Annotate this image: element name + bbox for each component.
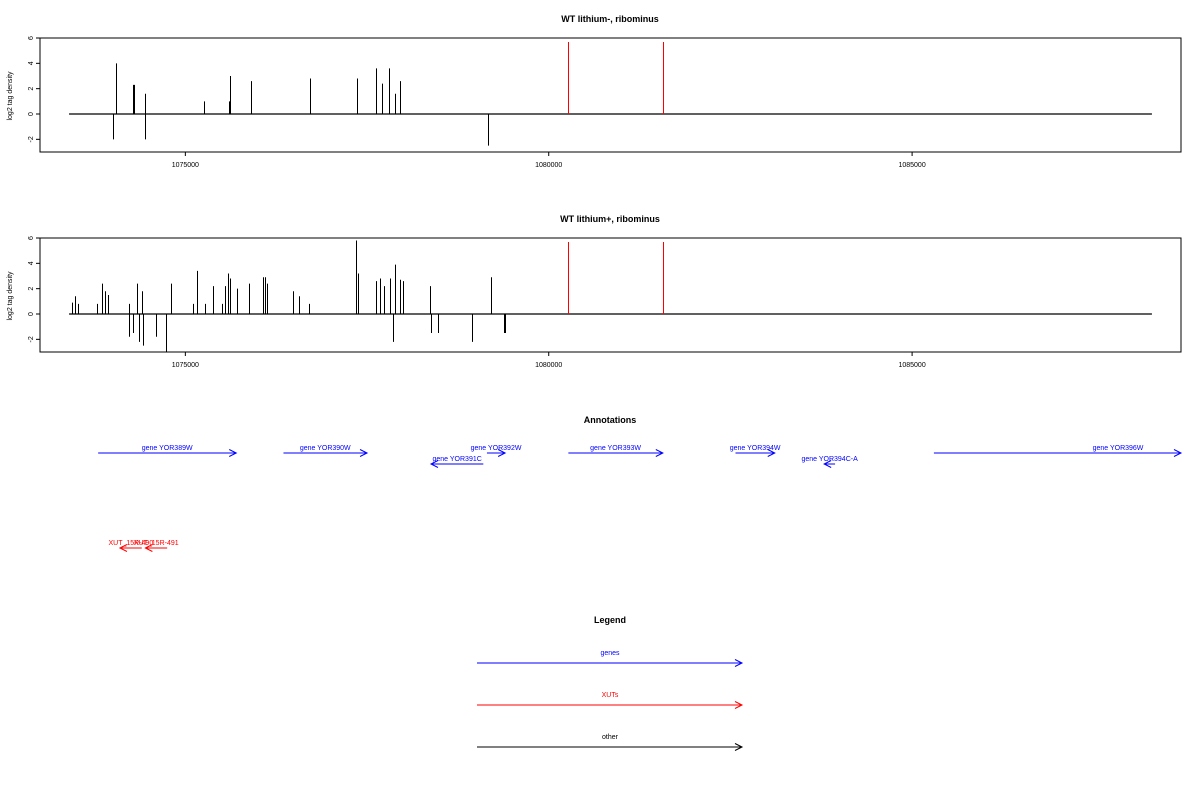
y-tick-label: 2 [28, 287, 35, 291]
panel-title: WT lithium+, ribominus [560, 214, 660, 224]
annotations-title: Annotations [584, 415, 637, 425]
strand-arrowhead [734, 659, 744, 667]
feature-label: gene YOR391C [433, 456, 482, 463]
y-tick-label: -2 [28, 336, 35, 342]
legend-label: other [602, 734, 619, 741]
legend-label: XUTs [602, 692, 619, 699]
strand-arrowhead [734, 701, 744, 709]
chart-marks: -2 0 2 4 6 1075000 1080000 1085000 [28, 236, 1152, 369]
annotation-features: gene YOR389W gene YOR390W gene YOR391C gene… [98, 445, 1183, 552]
strand-arrowhead [655, 449, 664, 457]
feature-label: gene YOR389W [142, 445, 193, 452]
strand-arrowhead [228, 449, 238, 457]
feature-label: gene YOR394C-A [801, 456, 858, 463]
legend-label: genes [600, 650, 620, 657]
strand-arrowhead [429, 460, 439, 468]
legend-title: Legend [594, 615, 626, 625]
strand-arrowhead [767, 449, 776, 457]
y-tick-label: 4 [28, 61, 35, 65]
plot-frame [39, 37, 1182, 153]
x-tick-label: 1085000 [898, 162, 925, 169]
y-axis-label: log2 tag density [7, 271, 14, 321]
y-axis-label: log2 tag density [7, 71, 14, 121]
x-tick-label: 1080000 [535, 362, 562, 369]
legend: Legend genes XUTs other [477, 615, 744, 751]
x-tick-label: 1085000 [898, 362, 925, 369]
strand-arrowhead [823, 460, 832, 468]
y-tick-label: 2 [28, 87, 35, 91]
y-tick-label: 0 [28, 112, 35, 116]
x-tick-label: 1075000 [172, 162, 199, 169]
track-panel-lithium-plus: WT lithium+, ribominus log2 tag density … [7, 214, 1182, 369]
strand-arrowhead [118, 544, 128, 552]
feature-label: gene YOR393W [590, 445, 641, 452]
plot-frame [39, 237, 1182, 353]
panel-title: WT lithium-, ribominus [561, 14, 659, 24]
x-tick-label: 1075000 [172, 362, 199, 369]
x-tick-label: 1080000 [535, 162, 562, 169]
feature-label: gene YOR390W [300, 445, 351, 452]
y-tick-label: 4 [28, 261, 35, 265]
y-tick-label: -2 [28, 136, 35, 142]
y-tick-label: 0 [28, 312, 35, 316]
strand-arrowhead [359, 449, 369, 457]
feature-label: gene YOR396W [1093, 445, 1144, 452]
y-tick-label: 6 [28, 236, 35, 240]
feature-label: XUT_15R-491 [134, 540, 179, 547]
feature-label: XUT_15R-490 [108, 540, 153, 547]
annotations-track: Annotations gene YOR389W gene YOR390Wgene… [98, 415, 1183, 552]
strand-arrowhead [1173, 449, 1183, 457]
y-tick-label: 6 [28, 36, 35, 40]
legend-items: genes XUTs other [477, 650, 744, 751]
chart-marks: -2 0 2 4 6 1075000 1080000 1085000 [28, 36, 1152, 169]
feature-label: gene YOR392W [471, 445, 522, 452]
strand-arrowhead [497, 449, 507, 457]
feature-label: gene YOR394W [730, 445, 781, 452]
strand-arrowhead [734, 743, 744, 751]
strand-arrowhead [144, 544, 153, 552]
track-panel-lithium-minus: WT lithium-, ribominus log2 tag density … [7, 14, 1182, 169]
